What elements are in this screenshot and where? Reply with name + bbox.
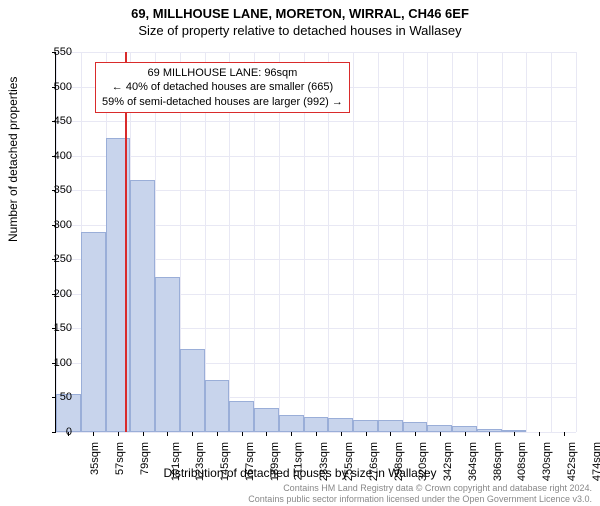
xtick-label: 167sqm	[244, 442, 256, 481]
chart-title-address: 69, MILLHOUSE LANE, MORETON, WIRRAL, CH4…	[0, 6, 600, 21]
ytick-label: 550	[32, 46, 72, 58]
gridline-v	[353, 52, 354, 432]
xtick-mark	[341, 432, 342, 436]
xtick-mark	[440, 432, 441, 436]
histogram-bar	[155, 277, 180, 432]
xtick-mark	[217, 432, 218, 436]
xtick-label: 211sqm	[293, 442, 305, 480]
xtick-label: 145sqm	[219, 442, 231, 481]
xtick-mark	[93, 432, 94, 436]
xtick-mark	[390, 432, 391, 436]
annotation-line1: 69 MILLHOUSE LANE: 96sqm	[102, 66, 343, 80]
gridline-h	[56, 156, 576, 157]
xtick-label: 57sqm	[114, 442, 126, 475]
footer-attribution: Contains HM Land Registry data © Crown c…	[248, 483, 592, 505]
xtick-label: 452sqm	[566, 442, 578, 481]
gridline-h	[56, 121, 576, 122]
annotation-line2: ← 40% of detached houses are smaller (66…	[102, 80, 343, 94]
ytick-label: 450	[32, 115, 72, 127]
ytick-label: 250	[32, 253, 72, 265]
histogram-bar	[254, 408, 279, 432]
xtick-label: 386sqm	[492, 442, 504, 481]
xtick-mark	[489, 432, 490, 436]
gridline-v	[576, 52, 577, 432]
histogram-bar	[328, 418, 353, 432]
xtick-label: 276sqm	[368, 442, 380, 481]
chart-title-subtitle: Size of property relative to detached ho…	[0, 23, 600, 38]
histogram-bar	[279, 415, 304, 432]
gridline-v	[427, 52, 428, 432]
gridline-v	[452, 52, 453, 432]
xtick-mark	[564, 432, 565, 436]
xtick-mark	[415, 432, 416, 436]
xtick-label: 408sqm	[516, 442, 528, 481]
y-axis-label: Number of detached properties	[6, 77, 20, 242]
histogram-bar	[180, 349, 205, 432]
histogram-bar	[378, 420, 403, 432]
gridline-v	[477, 52, 478, 432]
ytick-label: 0	[32, 426, 72, 438]
xtick-label: 320sqm	[417, 442, 429, 481]
gridline-v	[526, 52, 527, 432]
histogram-bar	[81, 232, 106, 432]
xtick-mark	[118, 432, 119, 436]
gridline-v	[551, 52, 552, 432]
gridline-v	[403, 52, 404, 432]
xtick-label: 430sqm	[541, 442, 553, 481]
footer-line1: Contains HM Land Registry data © Crown c…	[248, 483, 592, 494]
xtick-label: 298sqm	[393, 442, 405, 481]
annotation-box: 69 MILLHOUSE LANE: 96sqm ← 40% of detach…	[95, 62, 350, 113]
ytick-label: 350	[32, 184, 72, 196]
xtick-label: 35sqm	[89, 442, 101, 475]
xtick-label: 101sqm	[170, 442, 182, 481]
ytick-label: 300	[32, 219, 72, 231]
xtick-mark	[366, 432, 367, 436]
xtick-label: 79sqm	[139, 442, 151, 475]
xtick-mark	[167, 432, 168, 436]
xtick-mark	[143, 432, 144, 436]
histogram-bar	[229, 401, 254, 432]
xtick-label: 189sqm	[269, 442, 281, 481]
ytick-label: 50	[32, 391, 72, 403]
histogram-bar	[427, 425, 452, 432]
histogram-bar	[403, 422, 428, 432]
xtick-mark	[539, 432, 540, 436]
ytick-label: 100	[32, 357, 72, 369]
xtick-mark	[291, 432, 292, 436]
xtick-mark	[465, 432, 466, 436]
xtick-mark	[514, 432, 515, 436]
histogram-bar	[304, 417, 329, 432]
ytick-label: 200	[32, 288, 72, 300]
xtick-mark	[266, 432, 267, 436]
xtick-mark	[316, 432, 317, 436]
xtick-label: 474sqm	[591, 442, 600, 481]
histogram-bar	[130, 180, 155, 432]
ytick-label: 400	[32, 150, 72, 162]
gridline-v	[378, 52, 379, 432]
histogram-bar	[353, 420, 378, 432]
ytick-label: 150	[32, 322, 72, 334]
gridline-v	[502, 52, 503, 432]
xtick-label: 364sqm	[467, 442, 479, 481]
annotation-line3: 59% of semi-detached houses are larger (…	[102, 95, 343, 109]
histogram-bar	[205, 380, 230, 432]
xtick-label: 342sqm	[442, 442, 454, 481]
ytick-label: 500	[32, 81, 72, 93]
xtick-label: 255sqm	[343, 442, 355, 481]
xtick-mark	[192, 432, 193, 436]
xtick-label: 123sqm	[195, 442, 207, 481]
gridline-v	[56, 52, 57, 432]
gridline-h	[56, 52, 576, 53]
xtick-mark	[242, 432, 243, 436]
xtick-label: 233sqm	[318, 442, 330, 481]
